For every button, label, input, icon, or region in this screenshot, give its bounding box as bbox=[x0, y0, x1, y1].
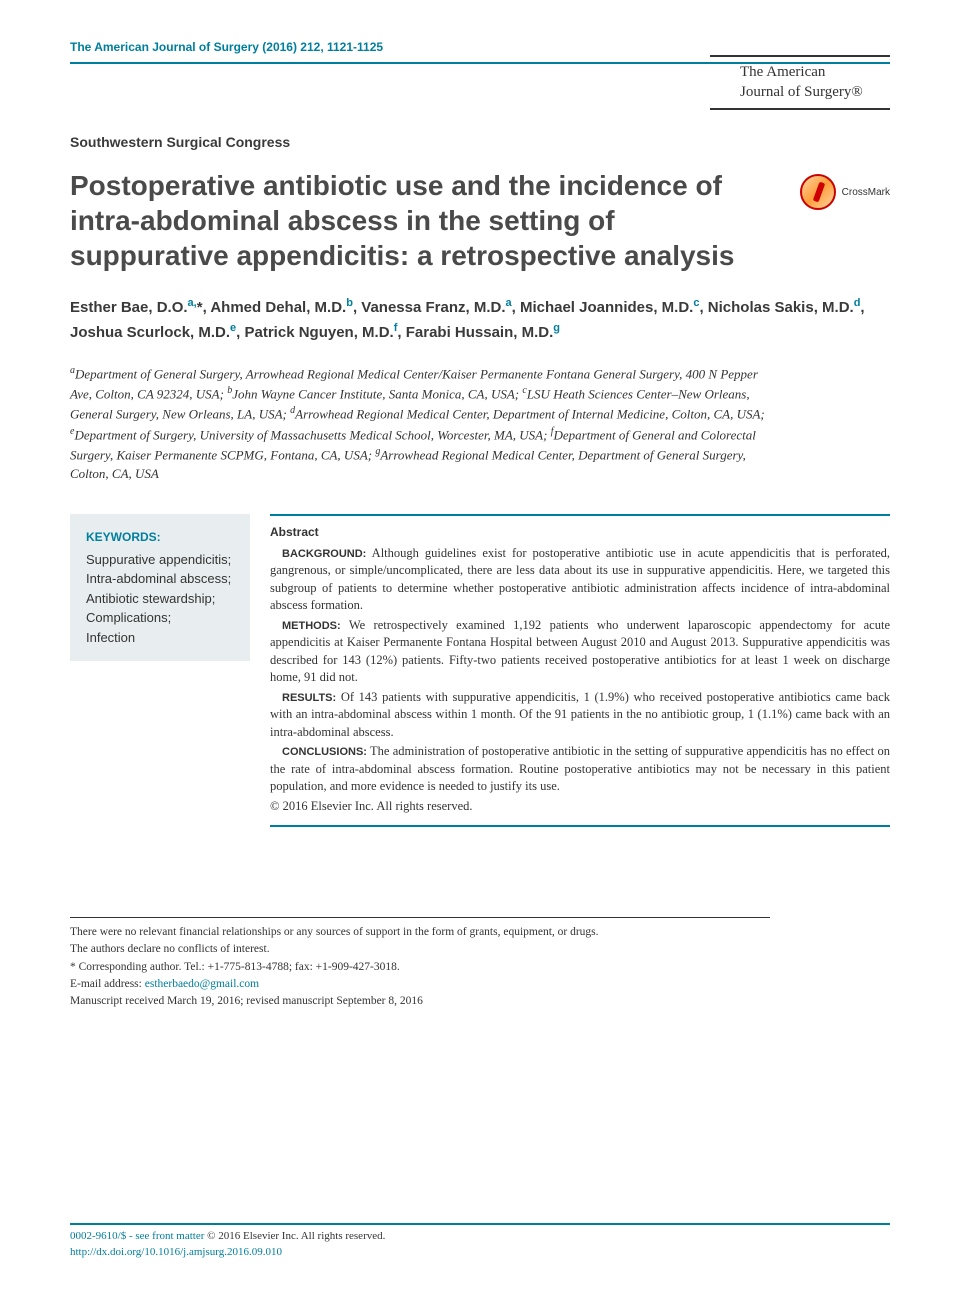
crossmark-label: CrossMark bbox=[842, 187, 890, 198]
footer-issn: 0002-9610/$ - see front matter bbox=[70, 1230, 207, 1242]
conclusions-label: CONCLUSIONS: bbox=[282, 746, 367, 758]
abstract-copyright: © 2016 Elsevier Inc. All rights reserved… bbox=[270, 798, 890, 816]
journal-name: The American Journal of Surgery® bbox=[710, 63, 890, 102]
email-label: E-mail address: bbox=[70, 978, 145, 990]
journal-name-line1: The American bbox=[740, 64, 825, 80]
doi-link[interactable]: http://dx.doi.org/10.1016/j.amjsurg.2016… bbox=[70, 1246, 282, 1258]
keyword-item: Infection bbox=[86, 628, 234, 648]
results-text: Of 143 patients with suppurative appendi… bbox=[270, 690, 890, 739]
journal-name-line2: Journal of Surgery® bbox=[740, 84, 863, 100]
footnote-funding: There were no relevant financial relatio… bbox=[70, 924, 770, 941]
crossmark-icon bbox=[800, 174, 836, 210]
author-email-link[interactable]: estherbaedo@gmail.com bbox=[145, 978, 259, 990]
keywords-box: KEYWORDS: Suppurative appendicitis; Intr… bbox=[70, 514, 250, 662]
abstract-header: Abstract bbox=[270, 524, 890, 541]
keyword-item: Intra-abdominal abscess; bbox=[86, 569, 234, 589]
crossmark-badge[interactable]: CrossMark bbox=[800, 174, 890, 210]
content-row: KEYWORDS: Suppurative appendicitis; Intr… bbox=[70, 514, 890, 827]
footer-copyright: © 2016 Elsevier Inc. All rights reserved… bbox=[207, 1230, 385, 1242]
abstract-background: BACKGROUND: Although guidelines exist fo… bbox=[270, 545, 890, 615]
footer-text: 0002-9610/$ - see front matter © 2016 El… bbox=[70, 1229, 890, 1260]
keyword-item: Complications; bbox=[86, 608, 234, 628]
section-label: Southwestern Surgical Congress bbox=[70, 134, 890, 150]
page-footer: 0002-9610/$ - see front matter © 2016 El… bbox=[70, 1223, 890, 1260]
affiliations: aDepartment of General Surgery, Arrowhea… bbox=[70, 364, 770, 484]
methods-text: We retrospectively examined 1,192 patien… bbox=[270, 618, 890, 685]
footnote-conflicts: The authors declare no conflicts of inte… bbox=[70, 941, 770, 958]
results-label: RESULTS: bbox=[282, 692, 336, 704]
journal-citation: The American Journal of Surgery (2016) 2… bbox=[70, 40, 890, 54]
article-title: Postoperative antibiotic use and the inc… bbox=[70, 168, 780, 273]
footnote-manuscript-dates: Manuscript received March 19, 2016; revi… bbox=[70, 993, 770, 1010]
keyword-item: Antibiotic stewardship; bbox=[86, 589, 234, 609]
authors-list: Esther Bae, D.O.a,*, Ahmed Dehal, M.D.b,… bbox=[70, 295, 890, 344]
keywords-header: KEYWORDS: bbox=[86, 528, 234, 546]
footnotes: There were no relevant financial relatio… bbox=[70, 917, 770, 1010]
journal-title-box: The American Journal of Surgery® bbox=[710, 55, 890, 110]
abstract-conclusions: CONCLUSIONS: The administration of posto… bbox=[270, 743, 890, 796]
methods-label: METHODS: bbox=[282, 620, 341, 632]
title-row: Postoperative antibiotic use and the inc… bbox=[70, 168, 890, 295]
abstract-results: RESULTS: Of 143 patients with suppurativ… bbox=[270, 689, 890, 742]
abstract-box: Abstract BACKGROUND: Although guidelines… bbox=[270, 514, 890, 827]
background-label: BACKGROUND: bbox=[282, 548, 366, 560]
abstract-methods: METHODS: We retrospectively examined 1,1… bbox=[270, 617, 890, 687]
journal-rule-top bbox=[710, 55, 890, 57]
keyword-item: Suppurative appendicitis; bbox=[86, 550, 234, 570]
footer-rule bbox=[70, 1223, 890, 1225]
footnote-email: E-mail address: estherbaedo@gmail.com bbox=[70, 976, 770, 993]
journal-rule-bottom bbox=[710, 108, 890, 110]
footnote-corresponding: * Corresponding author. Tel.: +1-775-813… bbox=[70, 959, 770, 976]
